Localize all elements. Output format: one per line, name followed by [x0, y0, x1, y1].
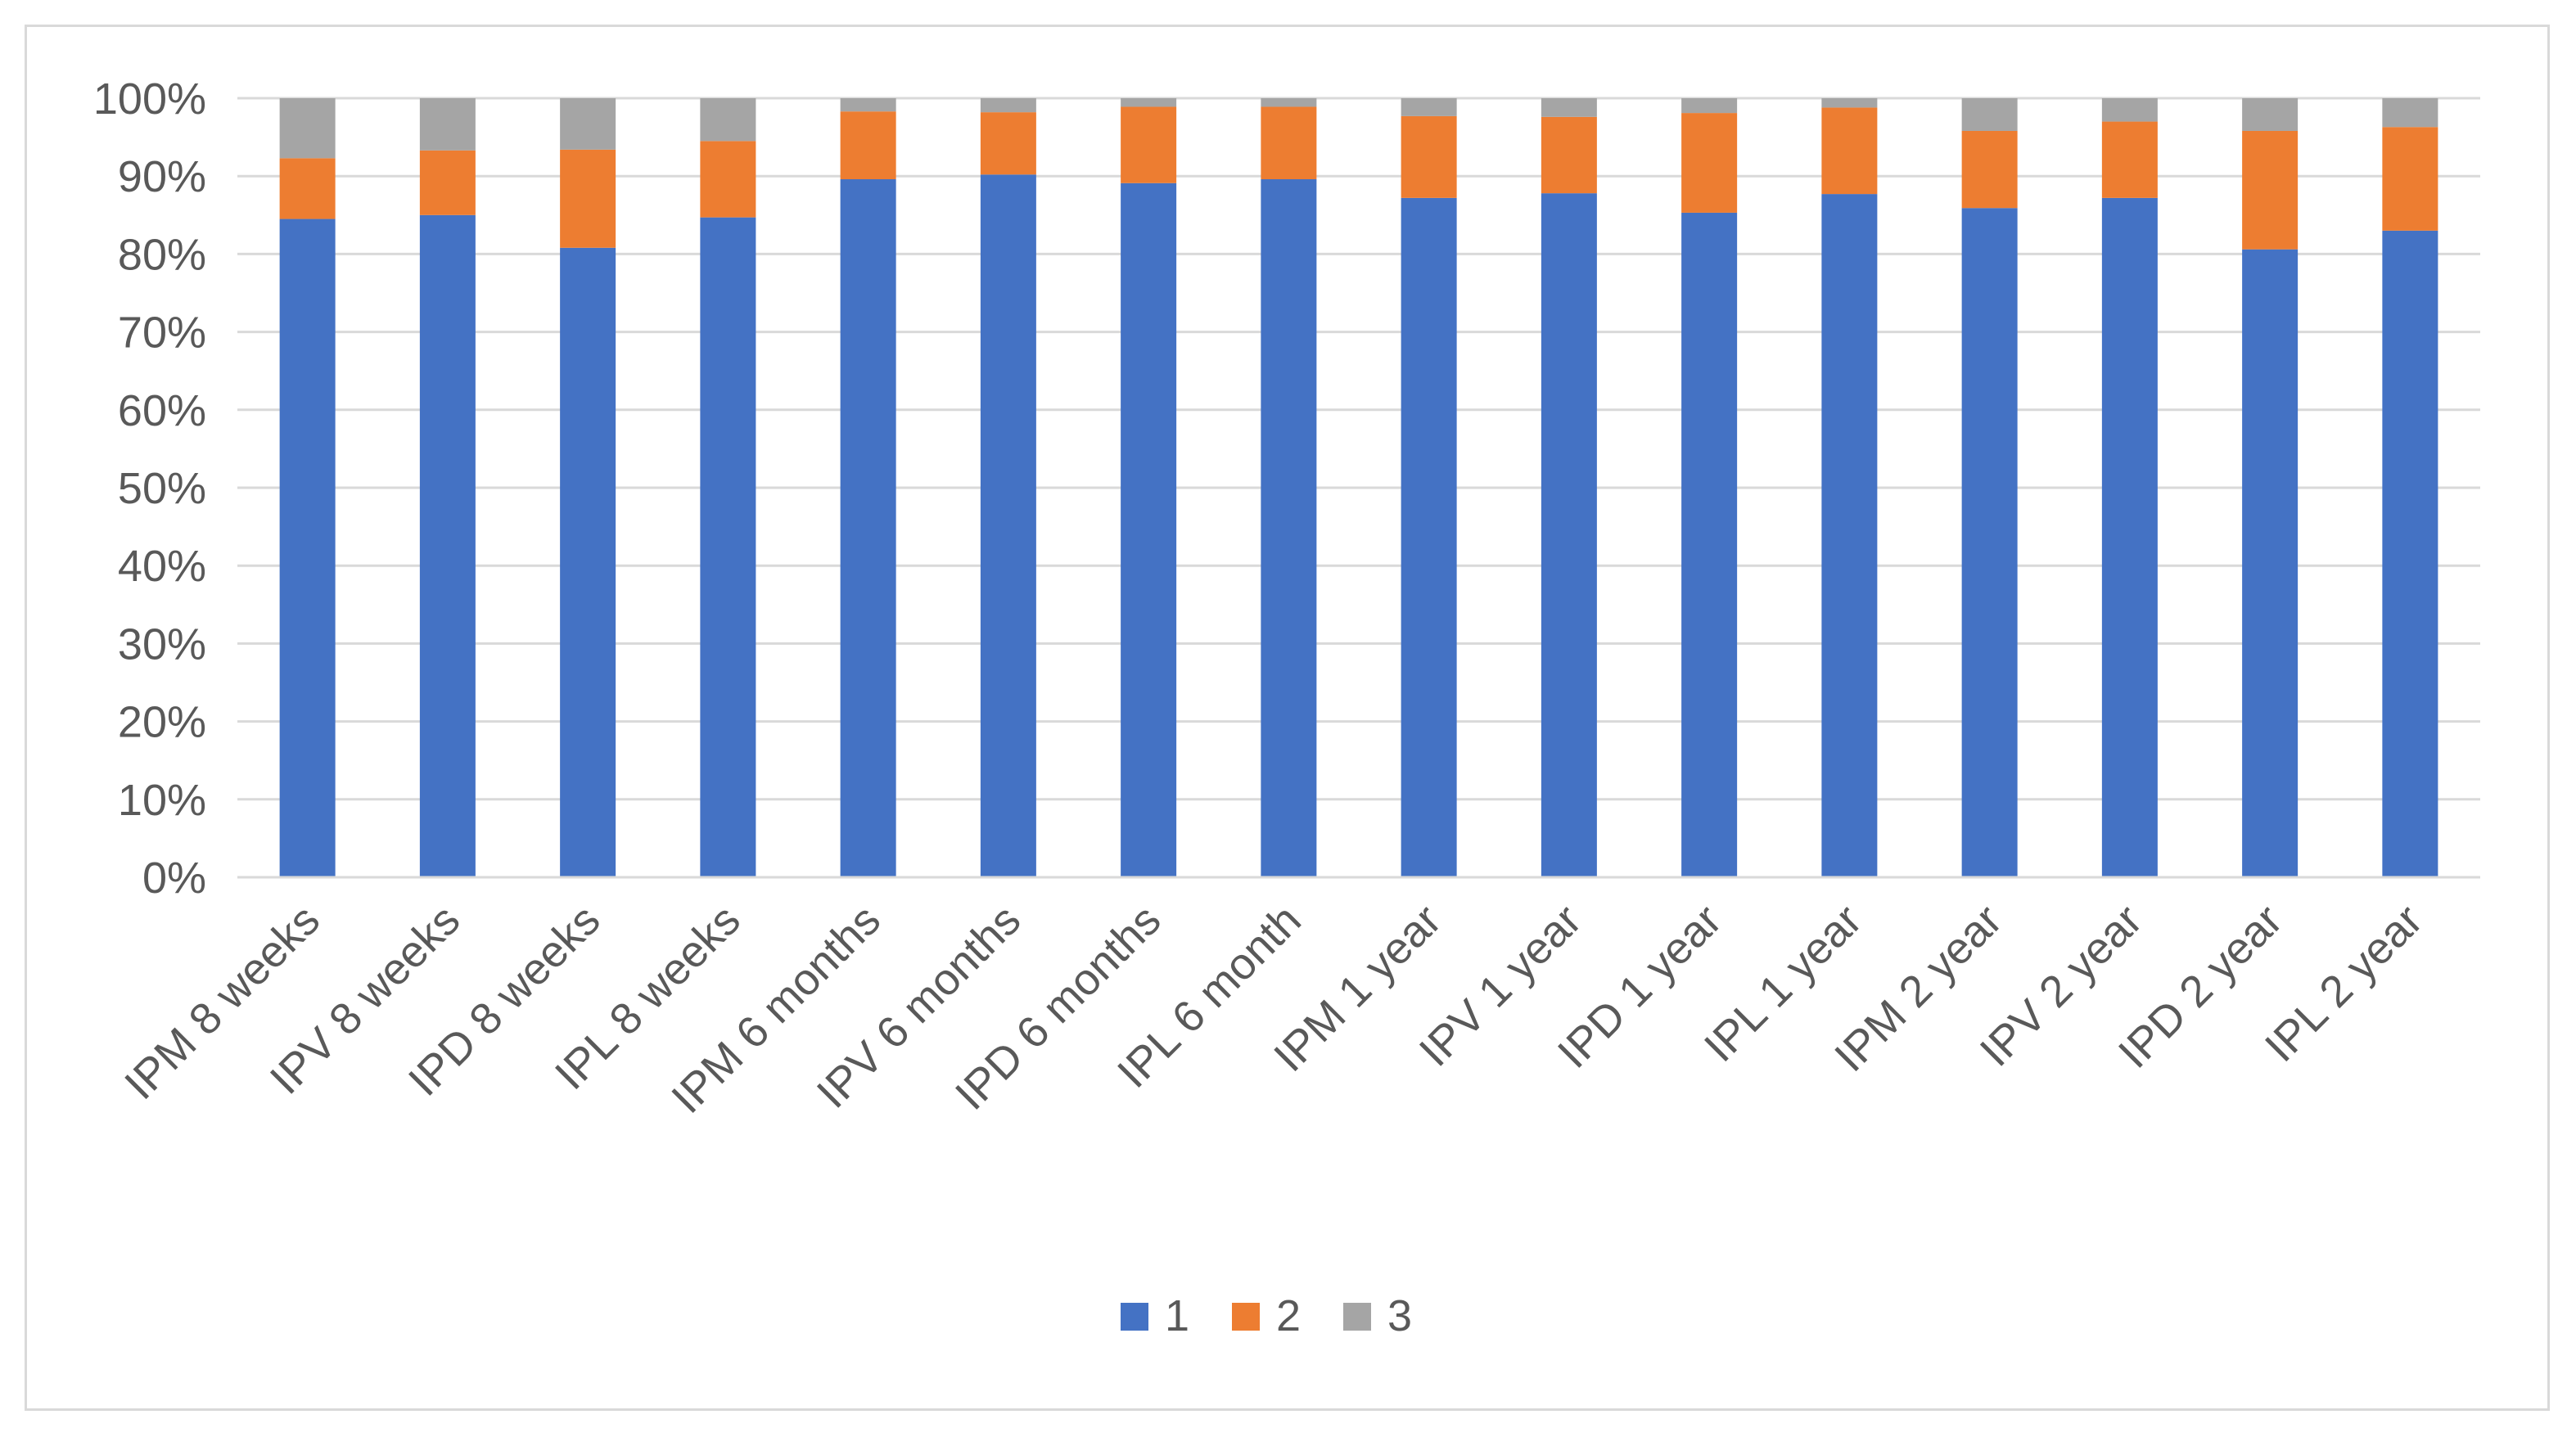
y-tick-label: 40% — [118, 542, 206, 591]
y-axis-tick-labels: 0% 10% 20% 30% 40% 50% 60% 70% 80% 90% 100% — [93, 74, 206, 903]
bar-segment-series-2 — [1681, 113, 1738, 213]
legend-swatch-2 — [1232, 1303, 1260, 1331]
bar-segment-series-1 — [2242, 249, 2299, 877]
y-tick-label: 90% — [118, 152, 206, 201]
bar-segment-series-3 — [1401, 98, 1457, 116]
bar-segment-series-1 — [1401, 197, 1457, 877]
y-tick-label: 100% — [93, 74, 206, 124]
bar-segment-series-3 — [279, 98, 336, 159]
bar-segment-series-2 — [2101, 121, 2158, 198]
bar-segment-series-1 — [1541, 193, 1597, 878]
bar-segment-series-1 — [1261, 179, 1317, 877]
bar-segment-series-2 — [1261, 106, 1317, 180]
y-tick-label: 50% — [118, 464, 206, 513]
bar-segment-series-1 — [1961, 208, 2018, 877]
legend-swatch-1 — [1121, 1303, 1148, 1331]
bar-segment-series-2 — [1541, 116, 1597, 194]
bar-segment-series-3 — [2382, 98, 2438, 128]
y-tick-label: 20% — [118, 698, 206, 747]
bar-segment-series-3 — [419, 98, 476, 151]
bar-segment-series-1 — [980, 174, 1036, 877]
legend: 1 2 3 — [1121, 1291, 1412, 1340]
bar-segment-series-2 — [279, 158, 336, 219]
bar-segment-series-1 — [1681, 212, 1738, 878]
bar-segment-series-3 — [1541, 98, 1597, 117]
bar-segment-series-3 — [1961, 98, 2018, 131]
bar-segment-series-3 — [560, 98, 616, 150]
bar-segment-series-3 — [1261, 98, 1317, 107]
bar-segment-series-3 — [1821, 98, 1878, 108]
bar-segment-series-3 — [840, 98, 896, 112]
bar-segment-series-1 — [2101, 197, 2158, 877]
legend-label: 3 — [1387, 1291, 1412, 1340]
y-tick-label: 10% — [118, 776, 206, 825]
bar-segment-series-2 — [980, 112, 1036, 175]
bar-segment-series-1 — [560, 247, 616, 877]
bars — [279, 98, 2438, 878]
y-tick-label: 30% — [118, 619, 206, 669]
bar-segment-series-3 — [1681, 98, 1738, 114]
bar-segment-series-1 — [2382, 230, 2438, 878]
bar-segment-series-3 — [2242, 98, 2299, 131]
bar-segment-series-2 — [1401, 115, 1457, 198]
bar-segment-series-3 — [2101, 98, 2158, 122]
bar-segment-series-2 — [840, 111, 896, 180]
legend-label: 1 — [1165, 1291, 1189, 1340]
bar-segment-series-1 — [279, 218, 336, 877]
bar-segment-series-3 — [1121, 98, 1177, 107]
legend-label: 2 — [1276, 1291, 1301, 1340]
bar-segment-series-2 — [419, 150, 476, 215]
bar-segment-series-3 — [700, 98, 756, 142]
bar-segment-series-2 — [560, 149, 616, 248]
y-tick-label: 70% — [118, 309, 206, 358]
bar-segment-series-2 — [700, 141, 756, 218]
y-tick-label: 60% — [118, 386, 206, 435]
bar-segment-series-1 — [419, 214, 476, 877]
y-tick-label: 0% — [142, 854, 206, 903]
bar-segment-series-3 — [980, 98, 1036, 113]
bar-segment-series-1 — [700, 217, 756, 877]
bar-segment-series-1 — [1821, 194, 1878, 877]
legend-swatch-3 — [1343, 1303, 1371, 1331]
y-tick-label: 80% — [118, 230, 206, 279]
bar-segment-series-1 — [840, 179, 896, 877]
bar-segment-series-2 — [1121, 106, 1177, 183]
bar-segment-series-2 — [2242, 130, 2299, 250]
bar-segment-series-2 — [1961, 130, 2018, 209]
bar-segment-series-2 — [2382, 127, 2438, 231]
bar-segment-series-1 — [1121, 182, 1177, 877]
bar-segment-series-2 — [1821, 107, 1878, 195]
